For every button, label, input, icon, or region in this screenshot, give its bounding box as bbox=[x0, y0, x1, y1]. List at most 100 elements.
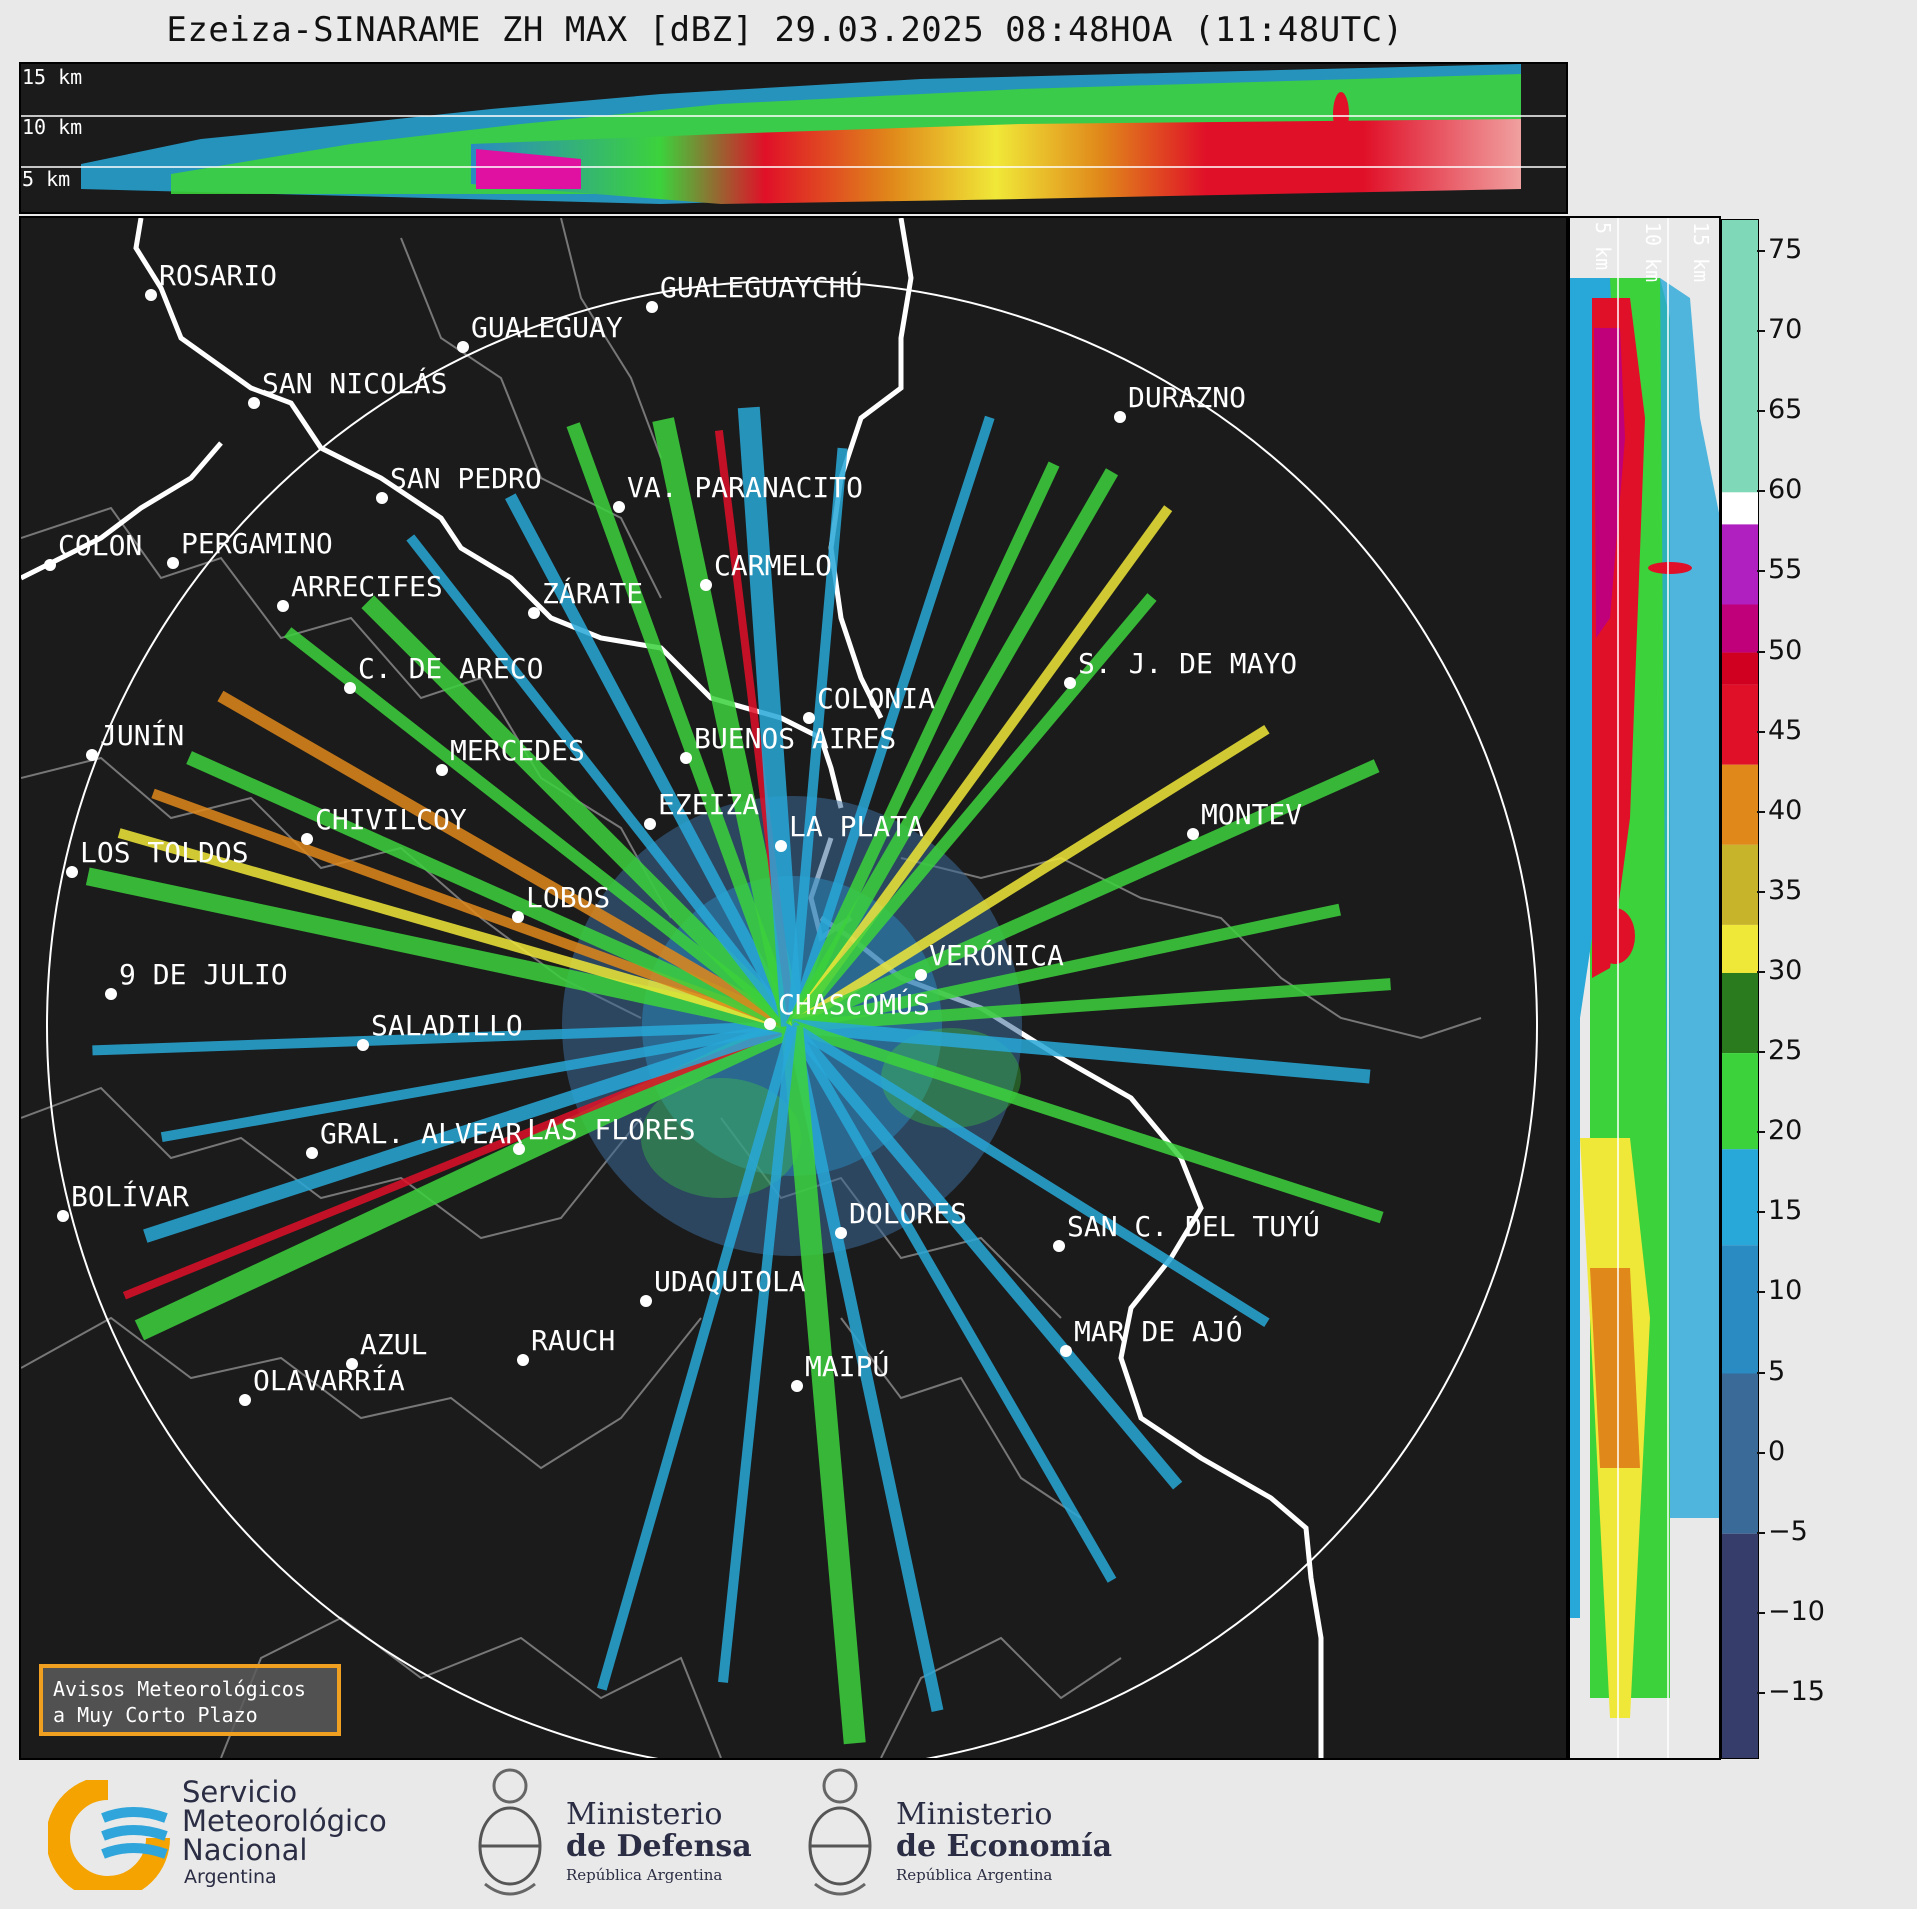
colorbar-tick-mark bbox=[1757, 1371, 1765, 1374]
colorbar-tick-mark bbox=[1757, 1131, 1765, 1134]
reflectivity-ray bbox=[151, 788, 794, 1031]
colorbar-tick-label: −10 bbox=[1768, 1595, 1825, 1627]
city-label: JUNÍN bbox=[100, 718, 184, 752]
reflectivity-ray bbox=[787, 415, 995, 1028]
city-label: BOLÍVAR bbox=[71, 1179, 189, 1213]
city-marker bbox=[646, 301, 658, 313]
city-label: CHASCOMÚS bbox=[778, 987, 930, 1021]
city-marker bbox=[1187, 828, 1199, 840]
argentina-coat-of-arms-icon bbox=[478, 1768, 542, 1896]
smn-logo-line-2: Meteorológico bbox=[182, 1804, 387, 1838]
colorbar-tick-mark bbox=[1757, 650, 1765, 653]
reflectivity-ray bbox=[787, 593, 1157, 1030]
city-label: OLAVARRÍA bbox=[253, 1363, 405, 1397]
city-label: S. J. DE MAYO bbox=[1078, 647, 1297, 680]
reflectivity-ray bbox=[160, 1021, 793, 1143]
argentina-coat-of-arms-icon-2 bbox=[808, 1768, 872, 1896]
colorbar-tick-mark bbox=[1757, 1611, 1765, 1614]
colorbar-tick-label: 0 bbox=[1768, 1435, 1786, 1467]
nowcast-line-1: Avisos Meteorológicos bbox=[53, 1677, 306, 1701]
reflectivity-ray bbox=[786, 1024, 944, 1712]
city-marker bbox=[835, 1227, 847, 1239]
reflectivity-ray bbox=[789, 725, 1270, 1031]
city-marker bbox=[764, 1018, 776, 1030]
city-label: SAN C. DEL TUYÚ bbox=[1067, 1209, 1320, 1243]
colorbar-tick-label: 15 bbox=[1768, 1195, 1803, 1227]
colorbar-tick-mark bbox=[1757, 570, 1765, 573]
reflectivity-ray bbox=[597, 1024, 797, 1691]
city-marker bbox=[644, 818, 656, 830]
reflectivity-ray bbox=[718, 1025, 797, 1683]
reflectivity-ray bbox=[787, 505, 1173, 1029]
colorbar-swatch bbox=[1722, 924, 1758, 973]
reflectivity-ray bbox=[789, 759, 1380, 1033]
city-label: C. DE ARECO bbox=[358, 652, 543, 685]
city-marker bbox=[457, 341, 469, 353]
colorbar-swatch bbox=[1722, 844, 1758, 925]
smn-logo-line-4: Argentina bbox=[184, 1866, 277, 1888]
colorbar-swatches bbox=[1722, 220, 1758, 1758]
city-marker bbox=[145, 289, 157, 301]
footer-logos: Servicio Meteorológico Nacional Argentin… bbox=[0, 1760, 1917, 1909]
reflectivity-ray bbox=[566, 422, 799, 1029]
city-marker bbox=[1114, 411, 1126, 423]
colorbar-tick-label: 10 bbox=[1768, 1275, 1803, 1307]
colorbar-tick-mark bbox=[1757, 890, 1765, 893]
city-label: LAS FLORES bbox=[527, 1113, 696, 1146]
reflectivity-ray bbox=[791, 978, 1391, 1032]
reflectivity-echoes bbox=[85, 406, 1391, 1745]
reflectivity-ray bbox=[791, 1019, 1371, 1084]
city-marker bbox=[248, 397, 260, 409]
colorbar-tick-label: 5 bbox=[1768, 1355, 1786, 1387]
city-label: ARRECIFES bbox=[291, 570, 443, 603]
city-marker bbox=[344, 682, 356, 694]
reflectivity-ray bbox=[117, 828, 794, 1031]
colorbar-tick-label: 25 bbox=[1768, 1035, 1803, 1067]
colorbar-tick-label: 50 bbox=[1768, 634, 1803, 666]
reflectivity-ray bbox=[186, 751, 795, 1033]
reflectivity-ray bbox=[652, 417, 803, 1029]
top-height-label-5: 5 km bbox=[22, 167, 70, 191]
reflectivity-ray bbox=[283, 627, 796, 1031]
colorbar-tick-mark bbox=[1757, 970, 1765, 973]
reflectivity-ray bbox=[85, 867, 794, 1035]
city-marker bbox=[44, 559, 56, 571]
city-label: UDAQUIOLA bbox=[654, 1265, 806, 1298]
city-label: BUENOS AIRES bbox=[694, 722, 896, 755]
city-marker bbox=[105, 988, 117, 1000]
city-marker bbox=[513, 1143, 525, 1155]
city-marker bbox=[357, 1039, 369, 1051]
colorbar-tick-mark bbox=[1757, 1051, 1765, 1054]
colorbar-tick-label: 75 bbox=[1768, 234, 1803, 266]
colorbar-tick-mark bbox=[1757, 1451, 1765, 1454]
city-marker bbox=[791, 1380, 803, 1392]
city-label: GUALEGUAY bbox=[471, 311, 623, 344]
city-label: SAN NICOLÁS bbox=[262, 366, 447, 400]
city-marker bbox=[346, 1358, 358, 1370]
city-marker bbox=[277, 600, 289, 612]
city-label: EZEIZA bbox=[658, 788, 759, 821]
admin-boundaries bbox=[21, 218, 1482, 1758]
city-label: VERÓNICA bbox=[929, 938, 1064, 972]
reflectivity-ray bbox=[789, 1021, 1270, 1327]
city-marker bbox=[613, 501, 625, 513]
colorbar-swatch bbox=[1722, 492, 1758, 525]
city-label: LOS TOLDOS bbox=[80, 836, 249, 869]
city-label: AZUL bbox=[360, 1328, 427, 1361]
city-marker bbox=[376, 492, 388, 504]
colorbar-tick-mark bbox=[1757, 1291, 1765, 1294]
top-height-label-15: 15 km bbox=[22, 65, 82, 89]
reflectivity-ray bbox=[361, 595, 799, 1033]
city-marker bbox=[512, 911, 524, 923]
city-label: GRAL. ALVEAR bbox=[320, 1117, 522, 1150]
colorbar-swatch bbox=[1722, 1533, 1758, 1758]
defensa-logo-line-1: Ministerio bbox=[566, 1797, 723, 1832]
city-marker bbox=[640, 1295, 652, 1307]
city-marker bbox=[301, 833, 313, 845]
city-label: PERGAMINO bbox=[181, 527, 333, 560]
reflectivity-ray bbox=[781, 1025, 866, 1745]
colorbar-tick-label: 30 bbox=[1768, 954, 1803, 986]
smn-logo-line-1: Servicio bbox=[182, 1775, 298, 1809]
city-marker bbox=[57, 1210, 69, 1222]
colorbar-tick-label: 55 bbox=[1768, 554, 1803, 586]
